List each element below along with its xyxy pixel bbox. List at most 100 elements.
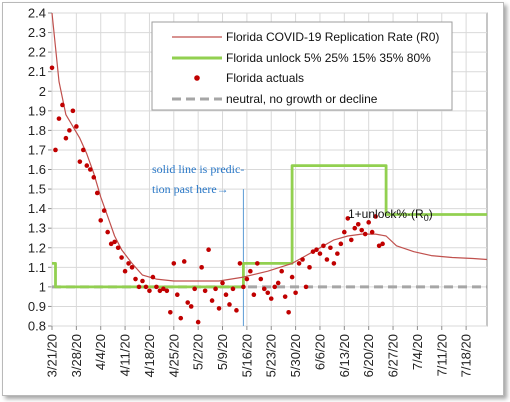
series-layer (51, 12, 488, 289)
actuals-point (161, 286, 166, 292)
actuals-point (355, 221, 361, 227)
actuals-point (53, 147, 58, 153)
prediction-note-line1: solid line is predic- (152, 162, 244, 176)
actuals-point (223, 292, 229, 298)
actuals-point (317, 251, 323, 256)
actuals-dots (49, 65, 385, 325)
unlock-formula-close: ) (429, 207, 433, 221)
actuals-point (227, 302, 232, 307)
legend-actuals-swatch (194, 75, 200, 81)
actuals-point (272, 284, 278, 290)
actuals-point (101, 208, 107, 213)
actuals-point (185, 300, 191, 305)
unlock-formula: 1+unlock%·(R0) (348, 207, 433, 223)
actuals-point (324, 257, 330, 262)
r0-series-line (51, 12, 488, 282)
actuals-point (345, 216, 351, 221)
actuals-point (181, 259, 187, 264)
actuals-point (342, 229, 347, 235)
y-tick-label: 1.1 (28, 260, 46, 275)
legend-unlock-label: Florida unlock 5% 25% 15% 35% 80% (226, 51, 431, 65)
actuals-point (67, 128, 72, 133)
actuals-point (237, 261, 243, 266)
unlock-formula-sub: 0 (424, 213, 429, 223)
actuals-point (133, 276, 138, 282)
x-tick-label: 6/20/20 (361, 334, 376, 377)
x-tick-label: 4/4/20 (93, 334, 108, 370)
actuals-point (56, 116, 62, 121)
actuals-point (147, 288, 152, 294)
actuals-point (241, 284, 246, 290)
actuals-point (105, 229, 110, 235)
actuals-point (359, 227, 365, 233)
x-tick-label: 5/16/20 (239, 334, 254, 377)
actuals-point (192, 286, 197, 292)
actuals-point (230, 286, 236, 292)
legend: Florida COVID-19 Replication Rate (R0) F… (151, 21, 453, 111)
actuals-point (352, 225, 358, 231)
actuals-point (140, 278, 145, 284)
x-tick-label: 3/21/20 (45, 334, 60, 377)
x-tick-label: 5/9/20 (215, 334, 230, 370)
y-tick-label: 1.6 (28, 162, 46, 177)
actuals-point (209, 298, 215, 303)
actuals-point (136, 284, 142, 290)
actuals-point (122, 268, 128, 274)
y-tick-label: 1.2 (28, 240, 46, 255)
actuals-point (115, 245, 121, 251)
actuals-point (303, 284, 309, 290)
actuals-point (154, 284, 159, 290)
actuals-point (362, 231, 368, 237)
actuals-point (199, 265, 204, 270)
actuals-point (335, 251, 340, 256)
actuals-point (296, 261, 302, 266)
y-tick-label: 1 (39, 279, 46, 294)
actuals-point (91, 175, 97, 180)
actuals-point (282, 294, 288, 299)
actuals-point (234, 308, 239, 313)
actuals-point (108, 241, 114, 247)
x-tick-label: 4/11/20 (118, 334, 133, 376)
actuals-point (63, 135, 69, 141)
y-tick-label: 2.3 (28, 25, 46, 40)
actuals-point (310, 249, 316, 254)
actuals-point (261, 286, 267, 292)
actuals-point (164, 288, 170, 294)
actuals-point (248, 268, 253, 274)
actuals-point (258, 276, 264, 282)
y-tick-label: 1.9 (28, 103, 46, 118)
x-tick-label: 7/18/20 (459, 334, 474, 377)
actuals-point (143, 284, 149, 290)
legend-r0-label: Florida COVID-19 Replication Rate (R0) (226, 30, 439, 44)
y-tick-label: 1.3 (28, 221, 46, 236)
actuals-point (77, 159, 83, 164)
legend-actuals-label: Florida actuals (226, 71, 304, 85)
unlock-formula-main: 1+unlock%·(R (348, 207, 424, 221)
actuals-point (286, 310, 291, 315)
actuals-point (307, 265, 312, 270)
actuals-point (275, 280, 281, 286)
actuals-point (206, 247, 211, 253)
y-axis-ticks: 0.8 0.9 1 1.1 1.2 1.3 1.4 1.5 1.6 1.7 1.8 1.9 2 2.1 2.… (28, 6, 46, 334)
actuals-point (84, 163, 90, 168)
x-tick-label: 7/11/20 (434, 334, 449, 376)
actuals-point (202, 288, 208, 294)
x-tick-label: 6/13/20 (337, 334, 352, 377)
x-tick-label: 3/28/20 (69, 334, 84, 377)
actuals-point (49, 65, 55, 71)
y-tick-label: 0.8 (28, 319, 46, 334)
actuals-point (168, 310, 173, 315)
legend-neutral-label: neutral, no growth or decline (226, 92, 378, 106)
y-tick-label: 2.1 (28, 64, 46, 79)
actuals-point (94, 190, 100, 196)
actuals-point (265, 290, 271, 296)
actuals-point (98, 218, 104, 223)
prediction-note-line2: tion past here→ (152, 182, 229, 196)
actuals-point (119, 255, 124, 260)
unlock-series-line (52, 164, 487, 289)
actuals-point (366, 220, 371, 225)
x-tick-label: 7/4/20 (410, 334, 425, 370)
actuals-point (129, 265, 135, 270)
actuals-point (213, 286, 218, 292)
